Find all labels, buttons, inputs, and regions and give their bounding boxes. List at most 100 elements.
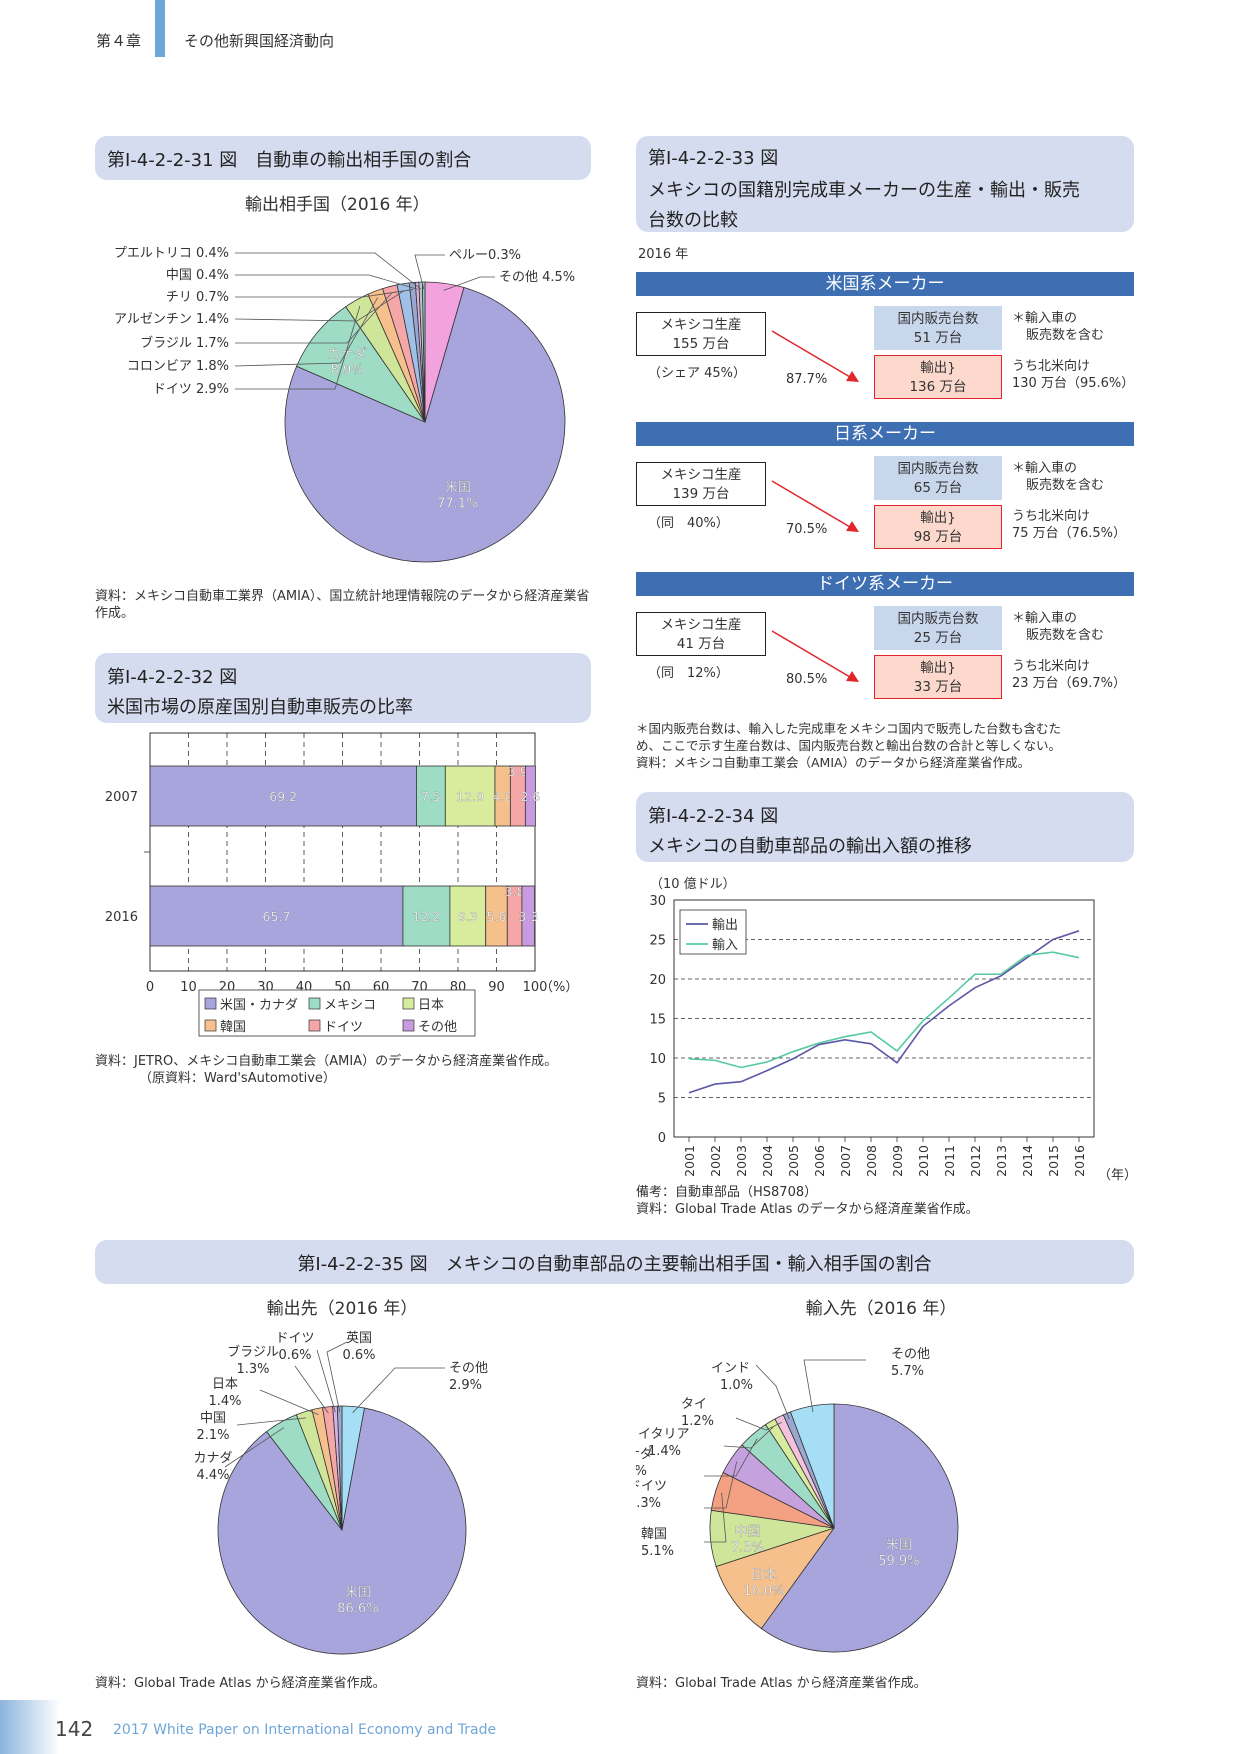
bar-value-label: 3.9 [508, 764, 528, 779]
bar-segment [444, 765, 496, 827]
bar-segment [149, 765, 417, 827]
pie-value: 5.1% [641, 1544, 674, 1559]
fig34-title: 第Ⅰ-4-2-2-34 図 メキシコの自動車部品の輸出入額の推移 [636, 792, 1134, 862]
pie-label: ブラジル 1.7% [140, 335, 229, 351]
maker-header: ドイツ系メーカー [636, 572, 1134, 596]
leader-line [234, 290, 405, 322]
fig34-notes: 備考：自動車部品（HS8708） 資料：Global Trade Atlas の… [636, 1185, 979, 1217]
x-tick-label: 2013 [994, 1145, 1009, 1177]
pie-label: カナダ [636, 1447, 653, 1462]
y-tick-label: 30 [649, 894, 666, 909]
maker-panel: 米国系メーカー メキシコ生産 155 万台 （シェア 45%） 87.7% 国内販… [636, 272, 1134, 412]
pie-label: タイ [681, 1397, 707, 1412]
share-label: （同 40%） [648, 516, 729, 531]
bar-value-label: 7.5 [421, 789, 441, 804]
maker-panel: 日系メーカー メキシコ生産 139 万台 （同 40%） 70.5% 国内販売台数… [636, 422, 1134, 562]
fig33-notes: ＊国内販売台数は、輸入した完成車をメキシコ国内で販売した台数も含むた め、ここで… [636, 721, 1062, 770]
y-tick-label: 10 [649, 1052, 666, 1067]
pie-label: アルゼンチン 1.4% [114, 312, 229, 327]
x-tick-label: 2008 [864, 1145, 879, 1177]
domestic-note: ＊輸入車の 販売数を含む [1012, 461, 1105, 493]
production-box: メキシコ生産 139 万台 [636, 462, 766, 506]
x-tick-label: 90 [488, 980, 505, 995]
x-tick-label: 2005 [786, 1145, 801, 1177]
pie-label: ペルー0.3% [449, 248, 521, 263]
bar-value-label: 2.6 [520, 789, 540, 804]
legend-swatch [308, 997, 321, 1010]
bar-value-label: 12.9 [456, 789, 484, 804]
x-tick-label: 100 [523, 980, 548, 995]
fig32-bar-chart: 0 10 20 30 40 50 60 70 80 90 100（%）2007 69.2 7.5 12.9… [105, 732, 578, 1037]
fig35-source-right: 資料：Global Trade Atlas から経済産業省作成。 [636, 1676, 927, 1691]
maker-header: 日系メーカー [636, 422, 1134, 446]
pie-value: 59.9% [878, 1554, 919, 1569]
pie-value: 4.0% [636, 1464, 647, 1479]
pie-label: 韓国 [641, 1527, 667, 1542]
x-tick-label: 2003 [734, 1145, 749, 1177]
leader-line [234, 297, 378, 367]
y-axis-title: （10 億ドル） [650, 876, 736, 892]
share-label: （同 12%） [648, 666, 729, 681]
x-tick-label: 2001 [682, 1145, 697, 1177]
bar-value-label: 5.6 [487, 909, 507, 924]
bar-value-label: 12.2 [413, 909, 441, 924]
pie-label: インド [711, 1361, 750, 1376]
export-ratio: 80.5% [786, 672, 828, 687]
legend-label: その他 [418, 1020, 457, 1035]
legend-swatch [308, 1019, 321, 1032]
x-tick-label: 2004 [760, 1145, 775, 1177]
fig33-maker-panels: 米国系メーカー メキシコ生産 155 万台 （シェア 45%） 87.7% 国内販… [636, 272, 1134, 712]
pie-value: 1.4% [648, 1444, 681, 1459]
bar-value-label: 4.0 [493, 789, 513, 804]
pie-value: 8.9% [331, 363, 364, 378]
leader-line [235, 305, 361, 390]
leader-line [235, 274, 418, 290]
fig33-title: 第Ⅰ-4-2-2-33 図 メキシコの国籍別完成車メーカーの生産・輸出・販売 台… [636, 136, 1134, 232]
pie-label: カナダ [328, 347, 367, 362]
fig31-title: 第Ⅰ-4-2-2-31 図 自動車の輸出相手国の割合 [95, 136, 591, 180]
x-tick-label: 2011 [942, 1145, 957, 1177]
bar-segment [524, 765, 536, 827]
pie-title: 輸出先（2016 年） [267, 1299, 418, 1319]
x-tick-label: 2006 [812, 1145, 827, 1177]
legend-swatch [204, 1019, 217, 1032]
series-line [688, 930, 1080, 1094]
y-tick-label: 20 [649, 973, 666, 988]
leader-line [443, 276, 495, 291]
legend-label: 米国・カナダ [220, 998, 298, 1013]
pie-value: 4.4% [196, 1468, 229, 1483]
pie-value: 4.3% [636, 1496, 661, 1511]
legend-box [198, 989, 476, 1037]
bar-segment [416, 765, 446, 827]
leader-line [723, 1426, 774, 1449]
production-box: メキシコ生産 41 万台 [636, 612, 766, 656]
domestic-sales-box: 国内販売台数 25 万台 [874, 606, 1002, 650]
leader-line [224, 1427, 285, 1468]
fig32-source: 資料：JETRO、メキシコ自動車工業会（AMIA）のデータから経済産業省作成。 … [95, 1054, 558, 1086]
pie-label: イタリア [638, 1427, 689, 1442]
pie-label: ブラジル [227, 1344, 279, 1360]
leader-line [259, 1389, 319, 1415]
leader-line [803, 1359, 866, 1413]
pie-slice-1 [715, 1527, 836, 1630]
pie-value: 0.6% [342, 1348, 375, 1363]
pie-value: 0.6% [278, 1348, 311, 1363]
x-tick-label: 2016 [1072, 1145, 1087, 1177]
leader-line [735, 1417, 782, 1431]
north-america-note: うち北米向け 130 万台（95.6%） [1012, 359, 1135, 391]
pie-label: 中国 [735, 1524, 761, 1539]
leader-line [414, 254, 445, 290]
pie-label: ドイツ 2.9% [153, 382, 229, 397]
x-tick-label: 10 [180, 980, 197, 995]
x-tick-label: 2009 [890, 1145, 905, 1177]
bar-segment [149, 885, 404, 947]
x-tick-label: 2002 [708, 1145, 723, 1177]
fig32-title: 第Ⅰ-4-2-2-32 図 米国市場の原産国別自動車販売の比率 [95, 653, 591, 723]
maker-header: 米国系メーカー [636, 272, 1134, 296]
pie-value: 7.3% [731, 1540, 764, 1555]
pie-label: その他 4.5% [499, 270, 575, 285]
bar-value-label: 65.7 [263, 909, 291, 924]
y-tick-label: 5 [658, 1092, 666, 1107]
